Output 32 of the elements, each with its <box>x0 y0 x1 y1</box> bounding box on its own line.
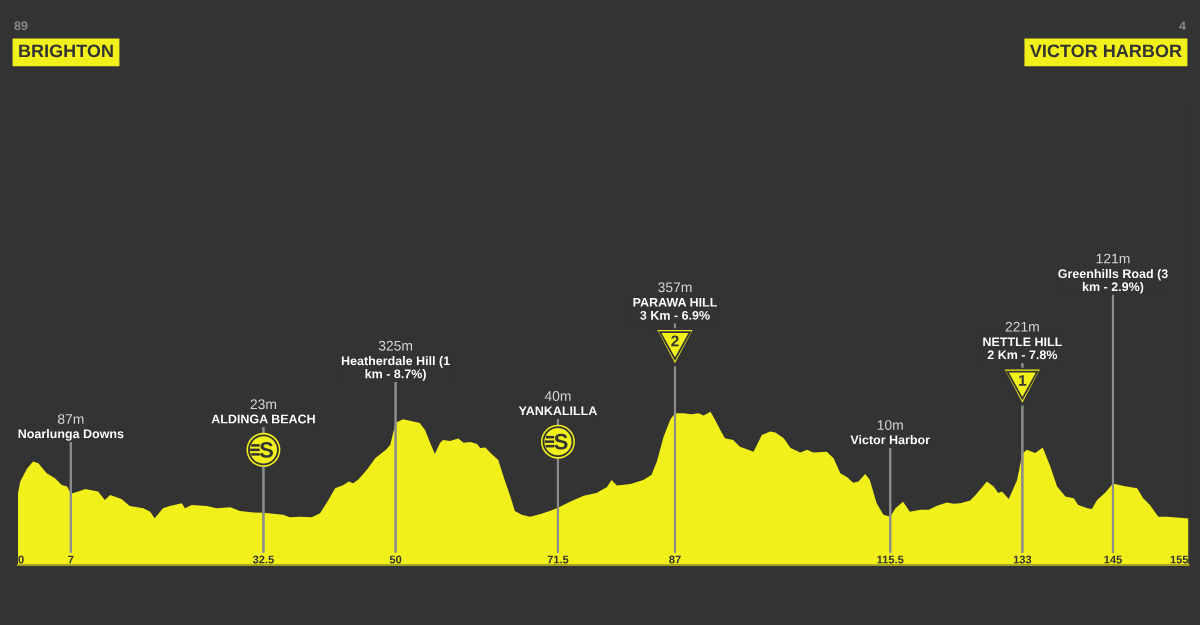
x-tick-label: 115.5 <box>877 555 904 564</box>
text: VICTOR HARBOR <box>1029 44 1182 58</box>
text: 1 <box>1019 375 1027 386</box>
annotation: PARAWA HILL 3 Km - 6.9% <box>633 298 717 320</box>
annotation: 87m <box>57 414 84 424</box>
x-tick-label: 145 <box>1104 555 1122 564</box>
annotation: NETTLE HILL 2 Km - 7.8% <box>983 337 1062 360</box>
x-tick-label: 32.5 <box>252 555 274 564</box>
annotation: 23m <box>250 399 277 410</box>
x-tick-label: 133 <box>1013 555 1032 564</box>
text: 89 <box>14 21 28 31</box>
annotation: Noarlunga Downs <box>18 429 124 441</box>
x-tick-label: 0 <box>18 555 24 564</box>
text: 4 <box>1179 21 1186 31</box>
annotation: YANKALILLA <box>518 406 597 416</box>
text: 2 <box>671 335 679 347</box>
annotation: 121m <box>1096 253 1130 264</box>
x-tick-label: 71.5 <box>547 555 569 564</box>
annotation: Heatherdale Hill (1 km - 8.7%) <box>341 356 450 381</box>
annotation: 10m <box>877 420 903 430</box>
x-tick-label: 7 <box>68 555 74 564</box>
x-tick-label: 87 <box>669 555 681 564</box>
annotation: 357m <box>658 282 692 293</box>
annotation: Greenhills Road (3 km - 2.9%) <box>1058 268 1168 294</box>
annotation: Victor Harbor <box>850 435 930 445</box>
annotation: 221m <box>1005 321 1039 332</box>
x-tick-label: 155 <box>1170 555 1189 564</box>
x-tick-label: 50 <box>389 555 402 564</box>
annotation: 40m <box>544 391 571 401</box>
annotation: ALDINGA BEACH <box>211 414 315 424</box>
text: BRIGHTON <box>19 44 113 58</box>
annotation: 325m <box>378 340 413 351</box>
